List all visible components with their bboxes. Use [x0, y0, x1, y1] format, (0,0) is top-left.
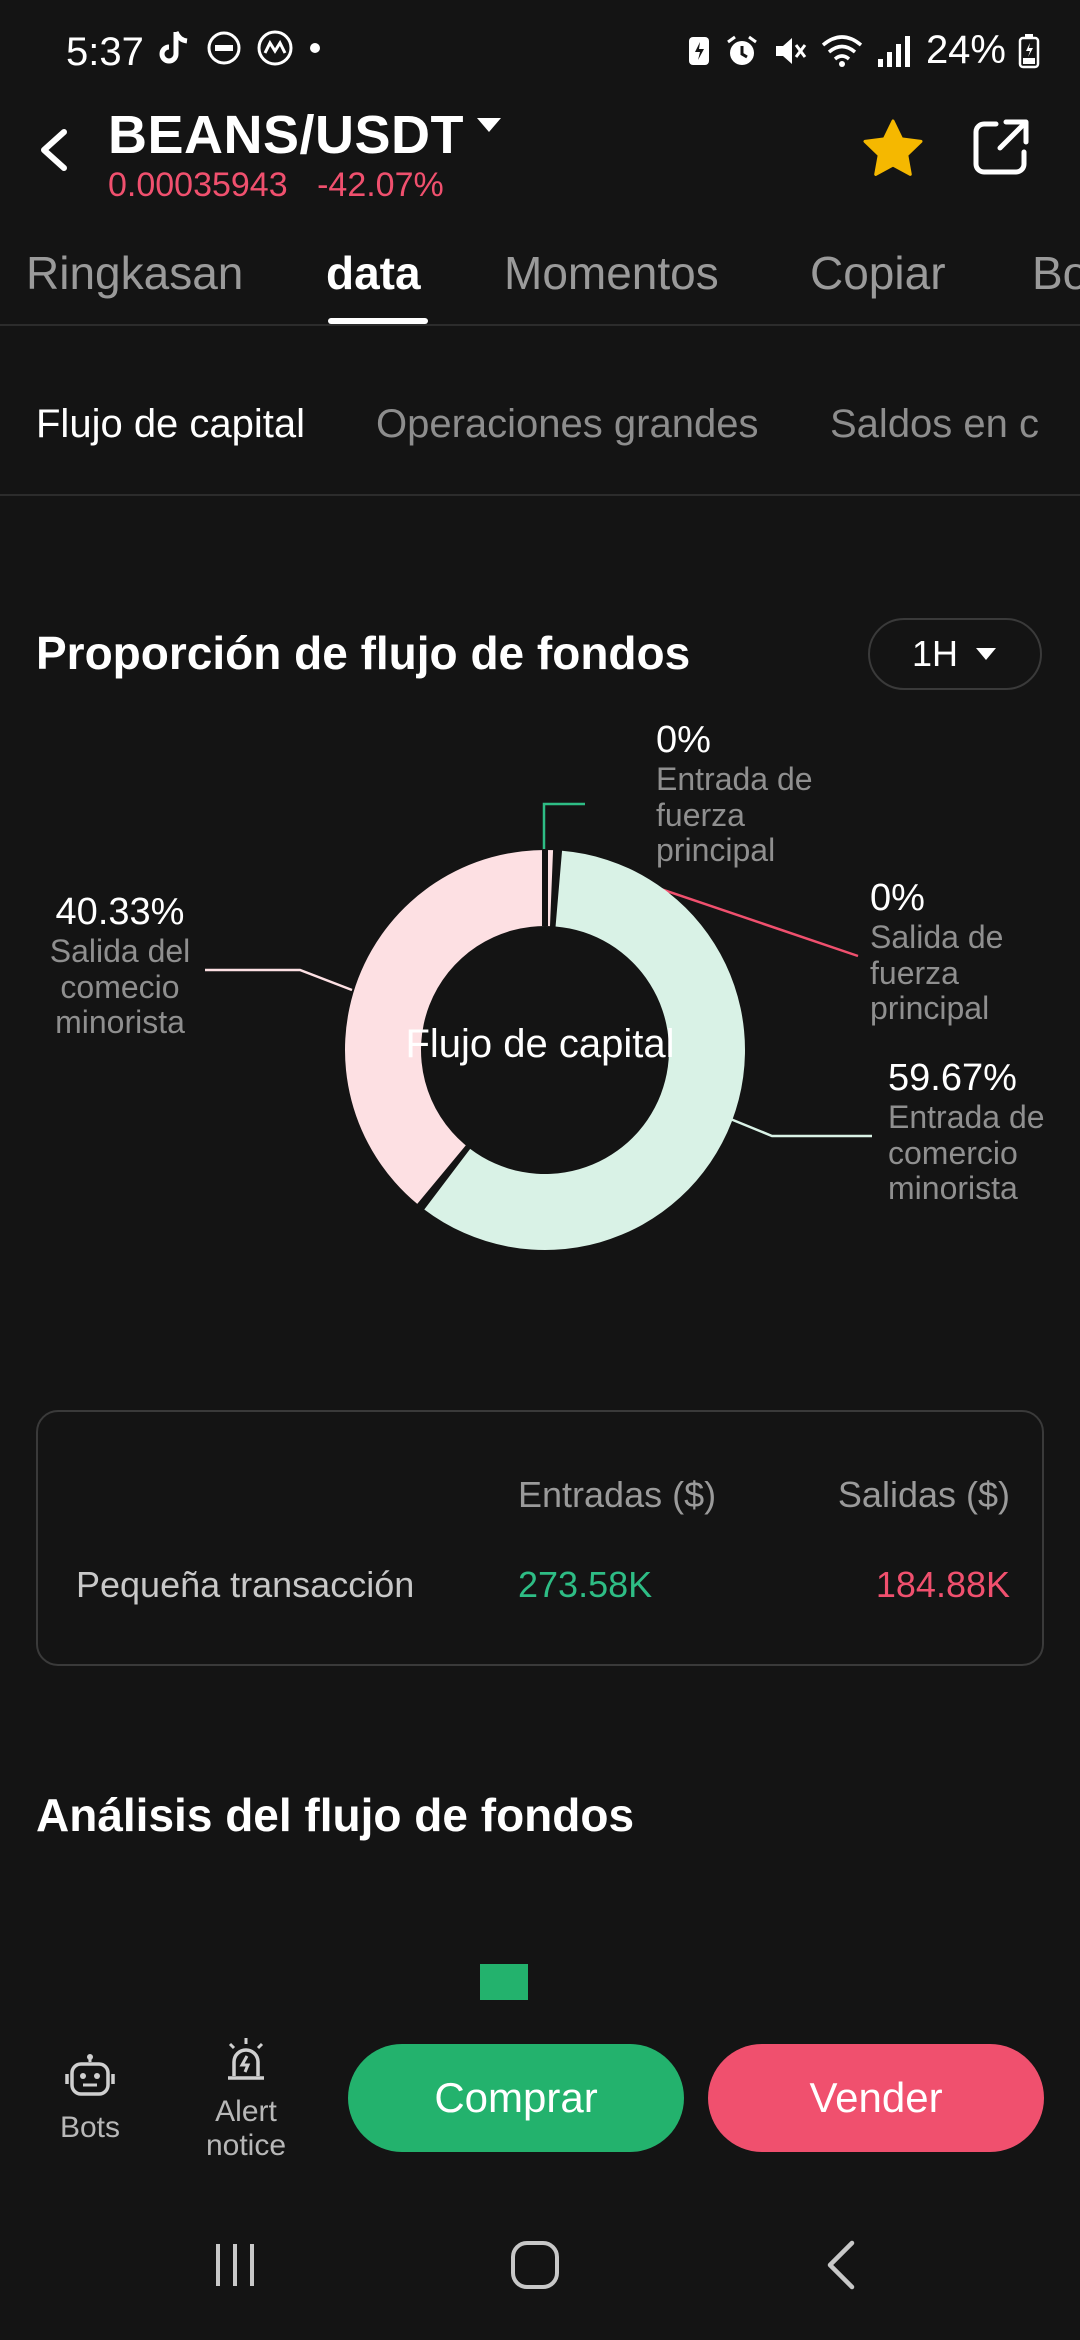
alert-notice-button[interactable]: Alert notice [196, 2034, 296, 2164]
last-price: 0.00035943 [108, 166, 288, 204]
dot-icon [310, 43, 320, 53]
header: BEANS/USDT 0.00035943 -42.07% [0, 104, 1080, 214]
analysis-title: Análisis del flujo de fondos [36, 1789, 635, 1841]
label-retail-out-line1: Salida del [49, 932, 191, 969]
wifi-icon [821, 34, 863, 67]
analysis-legend-swatch [480, 1964, 528, 2000]
donut-chart [205, 802, 872, 1250]
header-outflow: Salidas ($) [837, 1474, 1010, 1515]
star-icon [863, 119, 923, 176]
tab-ringkasan[interactable]: Ringkasan [26, 247, 244, 299]
slice-entrada-de-comercio-minorista [424, 850, 745, 1250]
label-main-in: 0% Entrada de fuerza principal [656, 719, 813, 869]
label-main-in-line3: principal [656, 832, 776, 869]
leader-main-out [651, 884, 859, 958]
bots-label: Bots [59, 2110, 121, 2144]
tcl-icon [207, 31, 241, 65]
status-system-icons: 24% [686, 28, 1040, 73]
main-tabs: Ringkasan data Momentos Copiar Bo [0, 232, 1080, 326]
chevron-left-icon [41, 129, 67, 171]
label-main-in-line1: Entrada de [656, 760, 813, 797]
row-label: Pequeña transacción [76, 1564, 415, 1605]
sell-button[interactable]: Vender [708, 2044, 1044, 2152]
signal-icon [877, 35, 910, 67]
price-change: -42.07% [317, 166, 444, 204]
label-main-out-pct: 0% [870, 877, 925, 919]
label-main-out-line1: Salida de [870, 918, 1004, 955]
interval-value: 1H [911, 633, 959, 674]
leader-retail-in [727, 1116, 872, 1138]
subtab-saldos[interactable]: Saldos en c [830, 402, 1040, 446]
battery-saver-icon [688, 36, 709, 65]
label-main-out-line3: principal [870, 990, 990, 1027]
tab-bo[interactable]: Bo [1032, 247, 1080, 299]
bottom-action-bar: Bots Alert notice Comprar Vender [0, 2014, 1080, 2190]
buy-button[interactable]: Comprar [348, 2044, 684, 2152]
alarm-icon [727, 35, 757, 65]
sub-tabs: Flujo de capital Operaciones grandes Sal… [0, 326, 1080, 496]
robot-icon [65, 2054, 115, 2096]
price-row: 0.00035943 -42.07% [108, 166, 444, 205]
tiktok-icon [159, 31, 188, 64]
share-icon [973, 119, 1029, 175]
tab-copiar[interactable]: Copiar [810, 247, 946, 299]
nav-back-icon[interactable] [820, 2238, 864, 2292]
label-main-out-line2: fuerza [870, 954, 959, 991]
label-main-out: 0% Salida de fuerza principal [870, 877, 1004, 1027]
status-time: 5:37 [66, 30, 144, 74]
status-notification-icons [158, 28, 322, 68]
alarm-bell-icon [228, 2038, 264, 2080]
label-retail-in: 59.67% Entrada de comercio minorista [888, 1058, 1080, 1207]
pair-dropdown-icon[interactable] [474, 110, 504, 140]
share-button[interactable] [970, 116, 1032, 178]
fund-flow-title: Proporción de flujo de fondos [36, 627, 691, 679]
label-retail-in-line2: comercio [888, 1134, 1018, 1171]
battery-icon [1018, 33, 1040, 68]
leader-retail-out [205, 968, 353, 992]
subtab-flujo-de-capital[interactable]: Flujo de capital [36, 402, 306, 446]
leader-main-in [542, 802, 585, 849]
favorite-button[interactable] [860, 116, 926, 182]
header-inflow: Entradas ($) [518, 1474, 717, 1515]
flow-table: Entradas ($) Salidas ($) Pequeña transac… [36, 1410, 1044, 1666]
label-main-in-pct: 0% [656, 719, 711, 761]
slice-main-force-zero [542, 850, 548, 926]
alert-label-1: Alert [215, 2094, 277, 2128]
donut-center-label: Flujo de capital [405, 1022, 675, 1066]
back-button[interactable] [30, 120, 80, 180]
fund-flow-chart: 0% Entrada de fuerza principal 0% Salida… [0, 700, 1080, 1300]
label-retail-in-line3: minorista [888, 1170, 1018, 1207]
bots-button[interactable]: Bots [40, 2054, 140, 2145]
interval-selector[interactable]: 1H [868, 618, 1042, 690]
tab-momentos[interactable]: Momentos [504, 247, 719, 299]
label-main-in-line2: fuerza [656, 796, 745, 833]
coinmarketcap-icon [257, 30, 293, 66]
slice-salida-del-comecio-minorista [344, 850, 554, 1204]
subtab-operaciones-grandes[interactable]: Operaciones grandes [376, 402, 759, 446]
mute-icon [775, 37, 807, 64]
label-retail-out: 40.33% Salida del comecio minorista [30, 891, 210, 1041]
label-retail-out-line3: minorista [55, 1004, 185, 1041]
label-retail-in-line1: Entrada de [888, 1098, 1045, 1135]
battery-percent: 24% [925, 28, 1006, 72]
caret-down-icon [976, 648, 997, 660]
label-retail-out-line2: comecio [60, 968, 180, 1005]
recent-apps-icon[interactable] [210, 2240, 260, 2290]
status-bar: 5:37 [0, 0, 1080, 104]
label-retail-out-pct: 40.33% [55, 891, 185, 933]
row-inflow: 273.58K [518, 1564, 653, 1605]
row-outflow: 184.88K [875, 1564, 1010, 1605]
tab-data[interactable]: data [326, 247, 421, 299]
label-retail-in-pct: 59.67% [888, 1058, 1017, 1099]
home-icon[interactable] [508, 2238, 562, 2292]
pair-title[interactable]: BEANS/USDT [108, 105, 465, 165]
active-tab-indicator [328, 318, 428, 324]
alert-label-2: notice [205, 2129, 287, 2162]
system-nav-bar [0, 2190, 1080, 2340]
